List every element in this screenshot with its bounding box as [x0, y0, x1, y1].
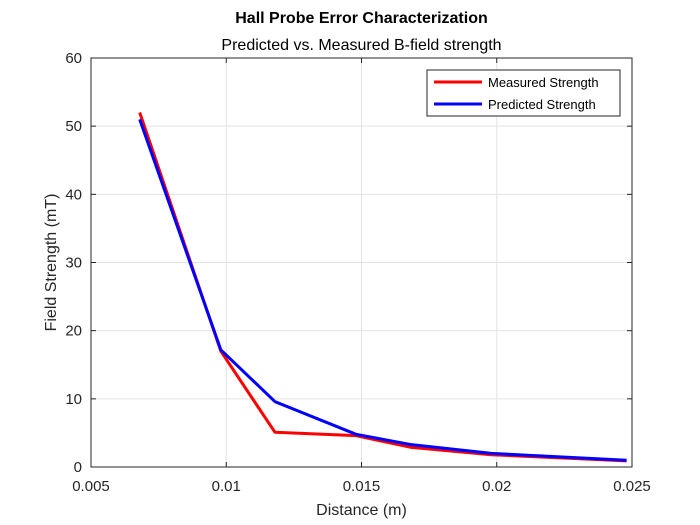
y-tick-label: 40 — [65, 186, 82, 203]
y-tick-label: 60 — [65, 50, 82, 67]
legend-label-predicted: Predicted Strength — [488, 97, 596, 112]
legend-label-measured: Measured Strength — [488, 75, 599, 90]
x-tick-label: 0.025 — [613, 478, 651, 495]
grid — [91, 58, 632, 467]
y-tick-label: 10 — [65, 391, 82, 408]
legend: Measured Strength Predicted Strength — [426, 69, 621, 117]
chart-title: Hall Probe Error Characterization — [235, 10, 488, 27]
y-tick-label: 0 — [74, 459, 82, 476]
series-group — [138, 112, 627, 463]
predicted-strength-line — [138, 118, 627, 462]
x-axis-label: Distance (m) — [316, 502, 407, 519]
y-tick-label: 20 — [65, 323, 82, 340]
chart-subtitle: Predicted vs. Measured B-field strength — [221, 37, 501, 54]
legend-box — [426, 69, 621, 117]
ticks: 0.005 0.01 0.015 0.02 0.025 0 10 20 30 40 50 60 — [65, 50, 650, 495]
x-tick-label: 0.01 — [212, 478, 241, 495]
x-tick-label: 0.005 — [72, 478, 110, 495]
y-tick-label: 50 — [65, 118, 82, 135]
x-tick-label: 0.02 — [482, 478, 511, 495]
x-tick-label: 0.015 — [343, 478, 381, 495]
y-axis-label: Field Strength (mT) — [43, 194, 60, 332]
y-tick-label: 30 — [65, 255, 82, 272]
